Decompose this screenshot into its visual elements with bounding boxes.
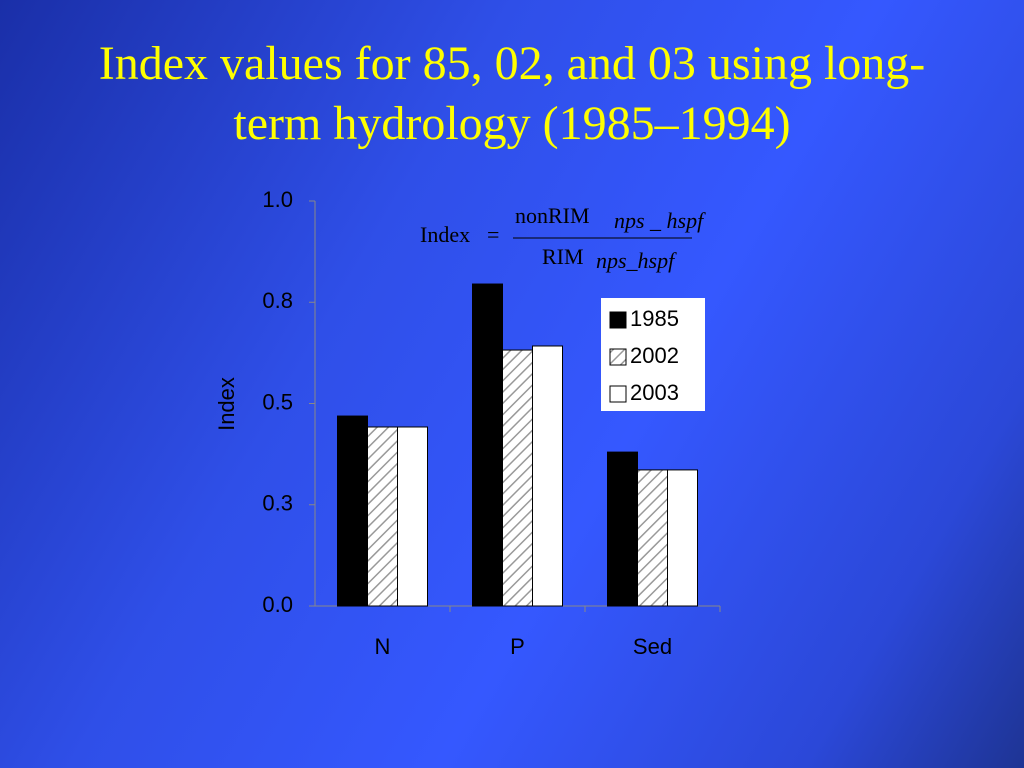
bar [607, 451, 638, 607]
chart-title: Index values for 85, 02, and 03 using lo… [98, 37, 926, 150]
formula: Index = nonRIM nps _ hspf RIM nps_hspf [420, 203, 706, 273]
legend-label: 2003 [630, 380, 679, 405]
x-tick-label: P [510, 634, 525, 659]
legend-label: 2002 [630, 343, 679, 368]
x-tick-label: N [375, 634, 391, 659]
formula-denominator: RIM [542, 244, 584, 269]
legend-label: 1985 [630, 306, 679, 331]
formula-equals: = [487, 222, 499, 247]
formula-numerator-sub: nps _ hspf [614, 208, 706, 233]
formula-denominator-sub: nps_hspf [596, 248, 677, 273]
formula-numerator: nonRIM [515, 203, 590, 228]
bar [667, 469, 698, 607]
bar [532, 345, 563, 607]
y-tick-label: 0.5 [262, 389, 293, 414]
y-tick-label: 0.3 [262, 491, 293, 516]
legend-swatch [609, 385, 627, 403]
bar [637, 469, 668, 607]
y-axis-label: Index [214, 377, 239, 431]
y-tick-label: 0.8 [262, 288, 293, 313]
legend-swatch [609, 348, 627, 366]
bar [337, 415, 368, 607]
x-tick-label: Sed [633, 634, 672, 659]
bar [367, 426, 398, 607]
bar [397, 426, 428, 607]
bar [502, 349, 533, 607]
legend-swatch [609, 311, 627, 329]
legend: 1985 2002 2003 [601, 298, 705, 411]
formula-left: Index [420, 222, 470, 247]
y-tick-label: 1.0 [262, 187, 293, 212]
bar [472, 283, 503, 607]
y-tick-label: 0.0 [262, 592, 293, 617]
